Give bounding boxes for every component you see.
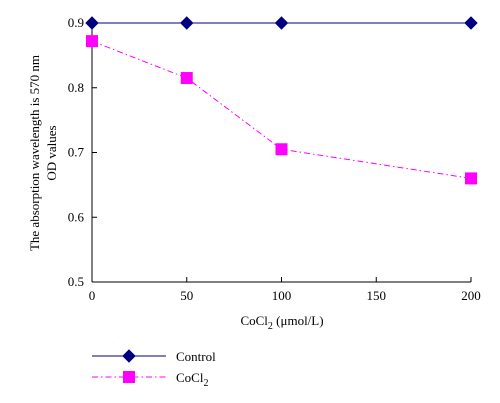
- series-control: [85, 16, 478, 30]
- y-tick-label: 0.7: [68, 145, 85, 160]
- data-point: [464, 16, 478, 30]
- data-point: [275, 143, 288, 156]
- data-point: [180, 72, 193, 85]
- legend-item: Control: [92, 349, 216, 364]
- series-line: [91, 40, 472, 179]
- data-point: [85, 16, 99, 30]
- data-point: [86, 35, 98, 48]
- chart-series: [85, 16, 478, 185]
- series-cocl2: [86, 35, 477, 185]
- chart-legend: Control CoCl2: [92, 349, 216, 389]
- legend-label: Control: [176, 349, 216, 364]
- legend-label: CoCl2: [176, 370, 208, 389]
- legend-item: CoCl2: [92, 370, 208, 389]
- x-axis-title: CoCl2 (μmol/L): [240, 313, 323, 332]
- legend-marker: [123, 371, 135, 383]
- x-tick-label: 100: [272, 288, 292, 303]
- x-tick-label: 200: [461, 288, 481, 303]
- y-tick-label: 0.9: [68, 15, 84, 30]
- data-point: [274, 16, 289, 30]
- data-point: [465, 172, 477, 185]
- legend-marker: [122, 349, 136, 363]
- x-tick-label: 150: [367, 288, 387, 303]
- legend-label-main: CoCl: [176, 370, 204, 385]
- y-tick-label: 0.6: [68, 209, 85, 224]
- x-tick-label: 50: [180, 288, 193, 303]
- legend-label-main: Control: [176, 349, 216, 364]
- x-axis-title-main: CoCl: [240, 313, 268, 328]
- legend-label-subscript: 2: [203, 378, 208, 389]
- x-axis-title-unit: (μmol/L): [273, 313, 324, 328]
- y-tick-label: 0.8: [68, 80, 84, 95]
- data-point: [180, 16, 194, 30]
- chart-axes: 0.5 0.6 0.7 0.8 0.9 0 50 100 150 200: [68, 15, 481, 303]
- y-axis-title-line-1: The absorption wavelength is 570 nm: [27, 55, 42, 251]
- x-tick-label: 0: [89, 288, 96, 303]
- y-tick-label: 0.5: [68, 274, 84, 289]
- x-axis-title-subscript: 2: [268, 321, 273, 332]
- y-axis-title-line-2: OD values: [44, 125, 59, 180]
